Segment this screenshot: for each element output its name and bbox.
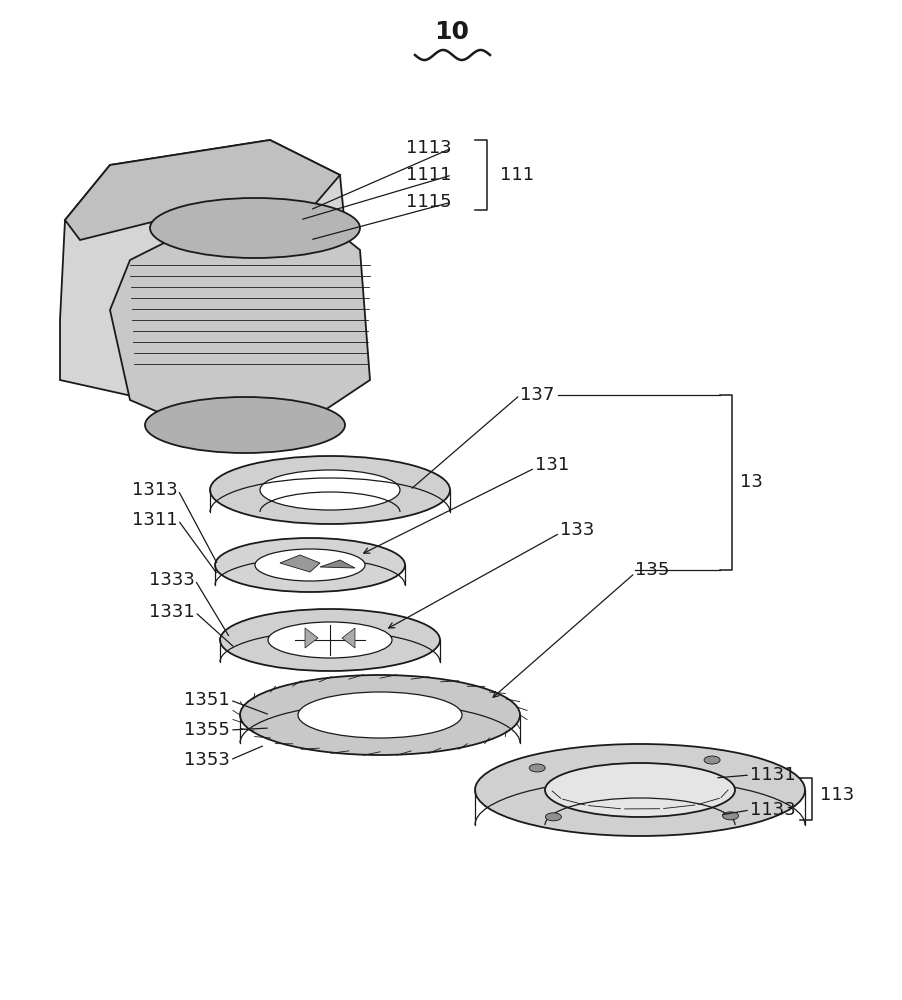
Ellipse shape <box>150 198 360 258</box>
Text: 1351: 1351 <box>184 691 230 709</box>
Text: 1113: 1113 <box>406 139 452 157</box>
Ellipse shape <box>722 812 738 820</box>
Text: 135: 135 <box>634 561 668 579</box>
Ellipse shape <box>474 744 804 836</box>
Ellipse shape <box>254 549 364 581</box>
Text: 1355: 1355 <box>184 721 230 739</box>
Ellipse shape <box>268 622 391 658</box>
Ellipse shape <box>529 764 545 772</box>
Text: 1353: 1353 <box>184 751 230 769</box>
Text: 1133: 1133 <box>750 801 795 819</box>
Text: 1313: 1313 <box>132 481 178 499</box>
Text: 137: 137 <box>520 386 554 404</box>
Ellipse shape <box>210 456 449 524</box>
Text: 113: 113 <box>819 786 853 804</box>
Polygon shape <box>305 628 318 648</box>
Text: 133: 133 <box>559 521 594 539</box>
Ellipse shape <box>704 756 719 764</box>
Text: 1131: 1131 <box>750 766 795 784</box>
Ellipse shape <box>545 763 734 817</box>
Text: 111: 111 <box>500 166 534 184</box>
Text: 1111: 1111 <box>406 166 452 184</box>
Text: 131: 131 <box>534 456 568 474</box>
Ellipse shape <box>145 397 345 453</box>
Polygon shape <box>110 210 370 430</box>
Polygon shape <box>60 140 350 400</box>
Polygon shape <box>342 628 354 648</box>
Text: 1311: 1311 <box>133 511 178 529</box>
Polygon shape <box>280 555 319 572</box>
Text: 1331: 1331 <box>149 603 195 621</box>
Text: 13: 13 <box>739 473 762 491</box>
Text: 1115: 1115 <box>406 193 452 211</box>
Ellipse shape <box>298 692 462 738</box>
Ellipse shape <box>260 470 400 510</box>
Text: 10: 10 <box>434 20 469 44</box>
Polygon shape <box>319 560 354 568</box>
Polygon shape <box>65 140 340 240</box>
Ellipse shape <box>240 675 520 755</box>
Ellipse shape <box>220 609 439 671</box>
Ellipse shape <box>545 813 561 821</box>
Text: 1333: 1333 <box>149 571 195 589</box>
Ellipse shape <box>215 538 405 592</box>
